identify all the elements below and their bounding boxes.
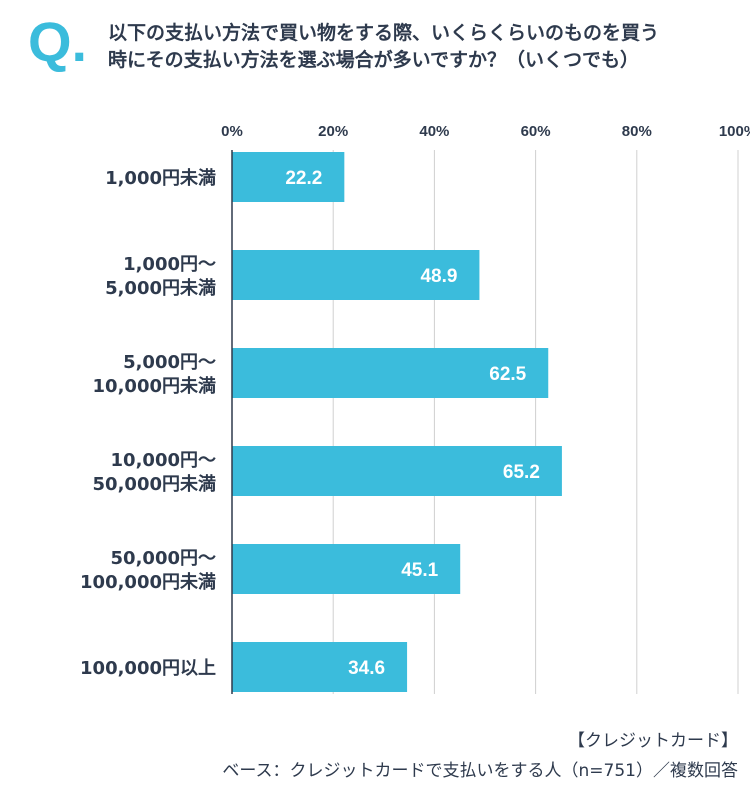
footer-category: 【クレジットカード】 (568, 731, 738, 751)
x-tick-label: 40% (419, 123, 449, 140)
question-line-1: 以下の支払い方法で買い物をする際、いくらくらいのものを買う (108, 22, 660, 44)
category-label: 5,000円〜 (123, 352, 216, 373)
category-label: 50,000円未満 (93, 473, 216, 495)
category-label: 5,000円未満 (105, 277, 216, 299)
x-tick-label: 80% (622, 123, 652, 140)
category-label: 1,000円未満 (105, 167, 216, 189)
bar (232, 250, 480, 300)
x-tick-label: 60% (521, 123, 551, 140)
footer-base-note: ベース：クレジットカードで支払いをする人（n=751）／複数回答 (222, 761, 738, 781)
category-label: 100,000円以上 (80, 658, 216, 679)
question-title: 以下の支払い方法で買い物をする際、いくらくらいのものを買う 時にその支払い方法を… (108, 20, 748, 74)
bar (232, 642, 408, 692)
x-tick-label: 0% (221, 123, 243, 140)
category-label: 100,000円未満 (80, 571, 216, 593)
x-tick-label: 100% (719, 123, 750, 140)
category-label: 50,000円〜 (111, 548, 216, 569)
category-label: 1,000円〜 (123, 254, 216, 275)
bar (232, 446, 562, 496)
data-label: 62.5 (489, 364, 526, 385)
category-label: 10,000円未満 (93, 375, 216, 397)
bar (232, 152, 345, 202)
x-tick-label: 20% (318, 123, 348, 140)
data-label: 45.1 (401, 560, 438, 581)
category-label: 10,000円〜 (111, 450, 216, 471)
data-label: 65.2 (503, 462, 540, 483)
question-mark: Q. (28, 10, 88, 73)
bar (232, 544, 461, 594)
data-label: 48.9 (420, 266, 457, 287)
question-line-2: 時にその支払い方法を選ぶ場合が多いですか？（いくつでも） (108, 49, 640, 71)
data-label: 22.2 (285, 168, 322, 189)
bar (232, 348, 549, 398)
data-label: 34.6 (348, 658, 385, 679)
